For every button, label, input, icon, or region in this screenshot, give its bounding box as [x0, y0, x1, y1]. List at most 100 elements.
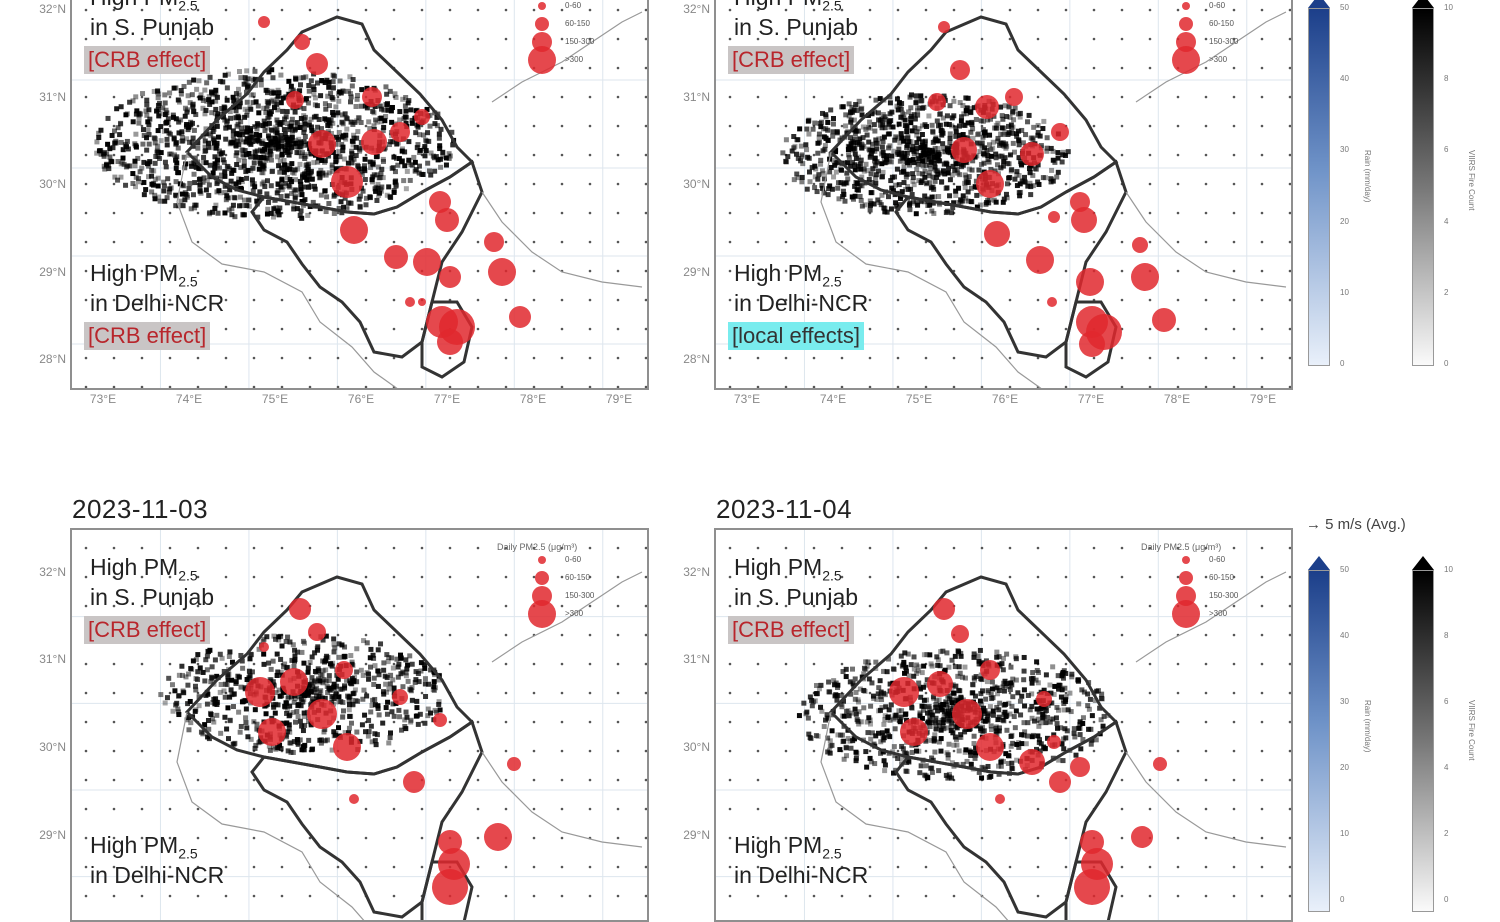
wind-vector [757, 357, 760, 360]
fire-pixel [123, 183, 128, 188]
fire-pixel [1004, 728, 1009, 733]
fire-pixel [968, 106, 973, 111]
fire-pixel [854, 690, 859, 695]
wind-vector [1121, 866, 1124, 869]
fire-pixel [391, 666, 396, 671]
fire-pixel [333, 731, 338, 736]
fire-pixel [931, 175, 936, 180]
pm-marker [975, 95, 999, 119]
wind-vector [757, 692, 760, 695]
fire-pixel [820, 111, 825, 116]
wind-vector [729, 183, 732, 186]
fire-pixel [948, 136, 953, 141]
wind-vector [1289, 808, 1291, 811]
wind-vector [113, 692, 116, 695]
wind-vector [1009, 67, 1012, 70]
fire-pixel [340, 687, 345, 692]
wind-vector [533, 779, 536, 782]
wind-vector [897, 663, 900, 666]
fire-pixel [404, 186, 409, 191]
fire-pixel [904, 129, 909, 134]
fire-pixel [953, 193, 958, 198]
fire-pixel [234, 162, 239, 167]
wind-vector [85, 96, 88, 99]
fire-pixel [395, 163, 400, 168]
fire-pixel [165, 195, 170, 200]
fire-pixel [408, 720, 413, 725]
wind-vector [85, 547, 88, 550]
fire-pixel [229, 171, 234, 176]
pm-legend-item: >300 [565, 609, 583, 618]
fire-pixel [944, 161, 949, 166]
wind-vector [981, 547, 984, 550]
fire-pixel [186, 727, 191, 732]
legend-marker [1172, 46, 1200, 74]
wind-vector [1177, 96, 1180, 99]
wind-vector [337, 328, 340, 331]
pm-marker [507, 757, 521, 771]
wind-vector [365, 154, 368, 157]
fire-pixel [354, 118, 359, 123]
wind-vector [589, 357, 592, 360]
wind-vector [617, 9, 620, 12]
fire-pixel [353, 687, 358, 692]
fire-pixel [1051, 158, 1056, 163]
wind-vector [841, 125, 844, 128]
wind-vector [365, 299, 368, 302]
fire-pixel [211, 129, 216, 134]
wind-vector [617, 212, 620, 215]
wind-vector [953, 576, 956, 579]
fire-pixel [310, 747, 315, 752]
fire-pixel [844, 180, 849, 185]
fire-pixel [358, 194, 363, 199]
fire-pixel [922, 194, 927, 199]
wind-vector [1233, 67, 1236, 70]
wind-vector [729, 212, 732, 215]
wind-vector [113, 721, 116, 724]
wind-vector [729, 125, 732, 128]
fire-pixel [1055, 150, 1060, 155]
fire-pixel [361, 688, 366, 693]
wind-vector [589, 328, 592, 331]
fire-pixel [209, 89, 214, 94]
wind-vector [869, 96, 872, 99]
fire-pixel [243, 169, 248, 174]
fire-pixel [355, 93, 360, 98]
wind-vector [925, 299, 928, 302]
fire-pixel [306, 83, 311, 88]
wind-vector [645, 750, 647, 753]
wind-vector [113, 241, 116, 244]
fire-pixel [438, 165, 443, 170]
wind-vector [1065, 241, 1068, 244]
fire-pixel [268, 748, 273, 753]
fire-pixel [278, 159, 283, 164]
fire-pixel [840, 194, 845, 199]
fire-pixel [329, 662, 334, 667]
fire-pixel [275, 120, 280, 125]
pm-marker [938, 21, 950, 33]
wind-vector [225, 837, 228, 840]
wind-vector [1065, 692, 1068, 695]
fire-pixel [366, 734, 371, 739]
pm-marker [307, 699, 337, 729]
wind-vector [421, 837, 424, 840]
wind-vector [337, 96, 340, 99]
fire-pixel [366, 119, 371, 124]
fire-pixel [374, 198, 379, 203]
wind-vector [365, 779, 368, 782]
fire-pixel [246, 198, 251, 203]
fire-pixel [798, 158, 803, 163]
fire-pixel [299, 650, 304, 655]
fire-pixel [415, 713, 420, 718]
wind-vector [561, 67, 564, 70]
wind-vector [113, 96, 116, 99]
fire-pixel [376, 647, 381, 652]
fire-pixel [142, 133, 147, 138]
wind-vector [645, 808, 647, 811]
wind-vector [1205, 895, 1208, 898]
fire-pixel [869, 759, 874, 764]
wind-vector [393, 721, 396, 724]
wind-vector [813, 808, 816, 811]
wind-vector [617, 663, 620, 666]
fire-pixel [885, 153, 890, 158]
